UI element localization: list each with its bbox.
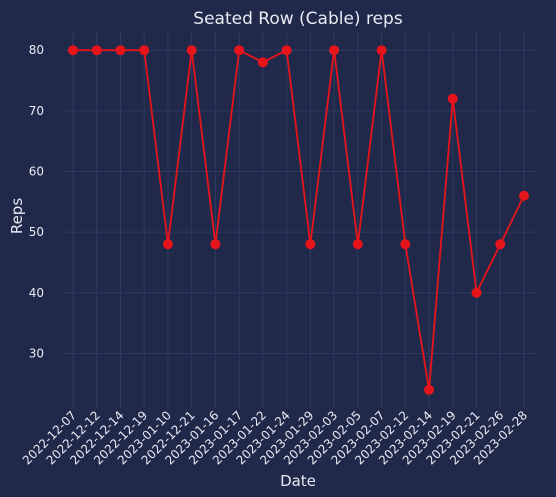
data-points [68,45,529,395]
data-point [234,45,245,56]
data-point [305,239,316,250]
y-tick-label: 30 [29,346,44,360]
data-point [376,45,387,56]
data-point [162,239,173,250]
data-point [447,93,458,104]
data-point [186,45,197,56]
data-point [281,45,292,56]
chart-title: Seated Row (Cable) reps [193,9,403,29]
y-axis-label: Reps [8,198,26,234]
data-point [115,45,126,56]
series-line [73,48,525,390]
y-tick-label: 60 [29,164,44,178]
data-point [424,384,435,395]
grid [62,32,536,408]
data-point [139,45,150,56]
x-axis-label: Date [280,472,316,490]
x-tick-labels: 2022-12-072022-12-122022-12-142022-12-19… [20,408,530,467]
data-point [329,45,340,56]
y-tick-label: 70 [29,104,44,118]
data-point [91,45,102,56]
y-tick-label: 40 [29,286,44,300]
data-point [471,287,482,298]
y-tick-labels: 30 40 50 60 70 80 [29,43,44,360]
data-point [68,45,78,56]
y-tick-label: 80 [29,43,44,57]
data-point [210,239,221,250]
data-point [352,239,363,250]
y-tick-label: 50 [29,225,44,239]
data-point [257,57,268,68]
data-point [519,190,529,201]
data-point [495,239,506,250]
data-point [400,239,411,250]
